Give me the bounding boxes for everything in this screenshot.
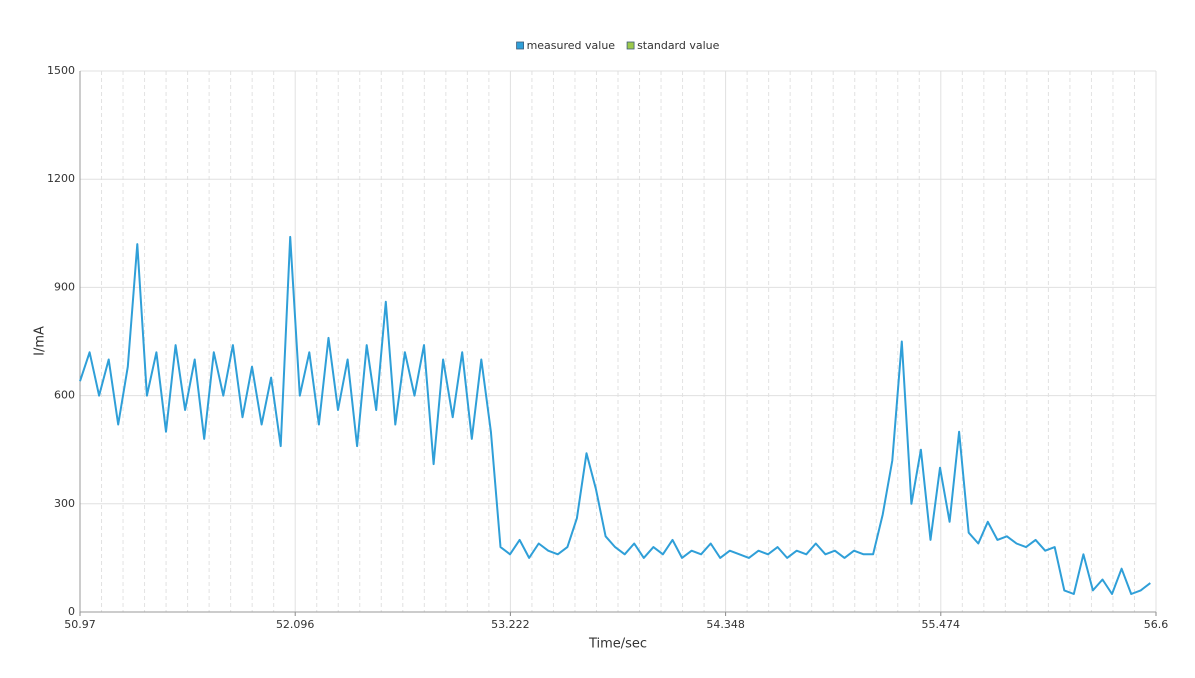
legend-label: measured value xyxy=(527,39,616,52)
y-tick-label: 1500 xyxy=(47,64,75,77)
legend-label: standard value xyxy=(637,39,720,52)
legend: measured value standard value xyxy=(516,39,720,52)
y-axis-title: I/mA xyxy=(33,326,48,356)
x-tick-label: 55.474 xyxy=(922,618,961,631)
y-tick-label: 0 xyxy=(68,605,75,618)
y-tick-label: 900 xyxy=(54,280,75,293)
y-tick-label: 1200 xyxy=(47,172,75,185)
y-tick-label: 300 xyxy=(54,497,75,510)
x-tick-label: 50.97 xyxy=(64,618,96,631)
x-axis-title: Time/sec xyxy=(588,637,647,652)
data-line xyxy=(79,235,1151,595)
legend-swatch xyxy=(626,41,635,50)
y-tick-label: 600 xyxy=(54,389,75,402)
x-tick-label: 52.096 xyxy=(276,618,315,631)
legend-swatch xyxy=(516,41,524,50)
x-tick-label: 56.6 xyxy=(1144,618,1169,631)
x-tick-label: 54.348 xyxy=(706,618,745,631)
x-tick-label: 53.222 xyxy=(491,618,530,631)
